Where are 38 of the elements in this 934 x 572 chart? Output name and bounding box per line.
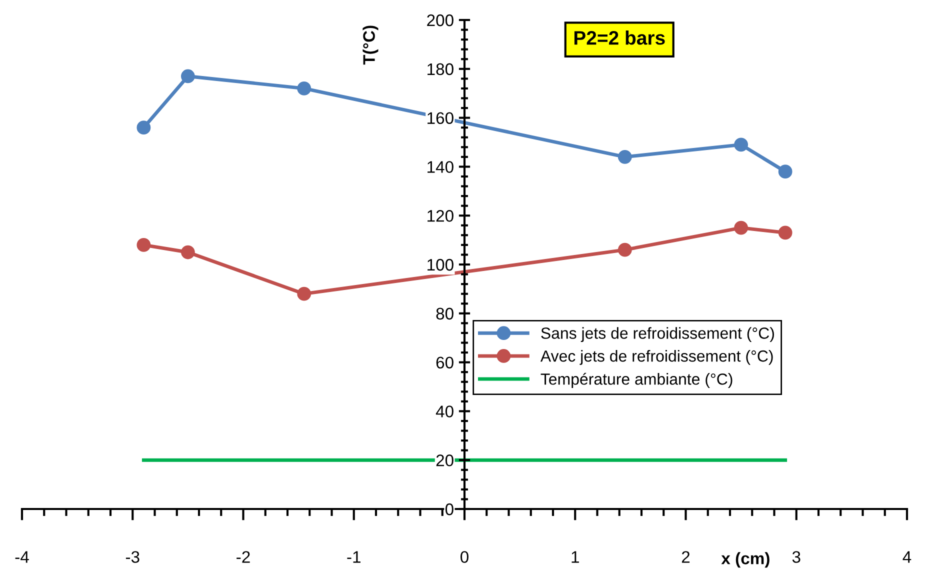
y-axis-title: T(°C) xyxy=(362,26,378,65)
y-tick-label: 180 xyxy=(428,63,454,76)
legend-label: Température ambiante (°C) xyxy=(540,372,732,388)
x-tick-label: -4 xyxy=(15,551,29,563)
y-tick-label: 160 xyxy=(428,112,454,124)
point xyxy=(734,220,748,235)
point xyxy=(180,69,195,84)
x-tick-label: 0 xyxy=(460,551,468,563)
y-tick-label: 0 xyxy=(445,503,454,516)
y-tick-label: 200 xyxy=(427,14,454,26)
y-tick-label: 80 xyxy=(436,308,454,320)
point xyxy=(136,238,151,252)
annotation: P2=2 bars xyxy=(574,30,665,45)
point xyxy=(618,150,632,164)
legend-label: Avec jets de refroidissement (°C) xyxy=(540,350,773,365)
x-tick-label: 3 xyxy=(792,551,800,563)
point xyxy=(618,242,632,257)
point xyxy=(778,226,792,240)
x-tick-label: -1 xyxy=(347,551,360,563)
point xyxy=(734,138,748,152)
legend-label: Sans jets de refroidissement (°C) xyxy=(541,327,774,342)
y-tick-label: 140 xyxy=(428,161,454,173)
point xyxy=(180,245,195,260)
y-tick-label: 40 xyxy=(436,406,454,418)
point xyxy=(136,120,151,135)
x-tick-label: 1 xyxy=(572,551,579,563)
point xyxy=(297,286,312,301)
point xyxy=(778,164,792,179)
x-tick-label: -3 xyxy=(126,551,140,563)
x-tick-label: -2 xyxy=(236,551,250,563)
y-tick-label: 20 xyxy=(436,454,454,466)
y-tick-label: 120 xyxy=(428,210,454,222)
x-tick-label: 2 xyxy=(682,551,690,563)
point xyxy=(297,82,312,96)
y-tick-label: 100 xyxy=(428,258,454,271)
x-axis-title: x (cm) xyxy=(721,552,770,568)
x-tick-label: 4 xyxy=(902,551,912,563)
y-tick-label: 60 xyxy=(436,356,454,369)
